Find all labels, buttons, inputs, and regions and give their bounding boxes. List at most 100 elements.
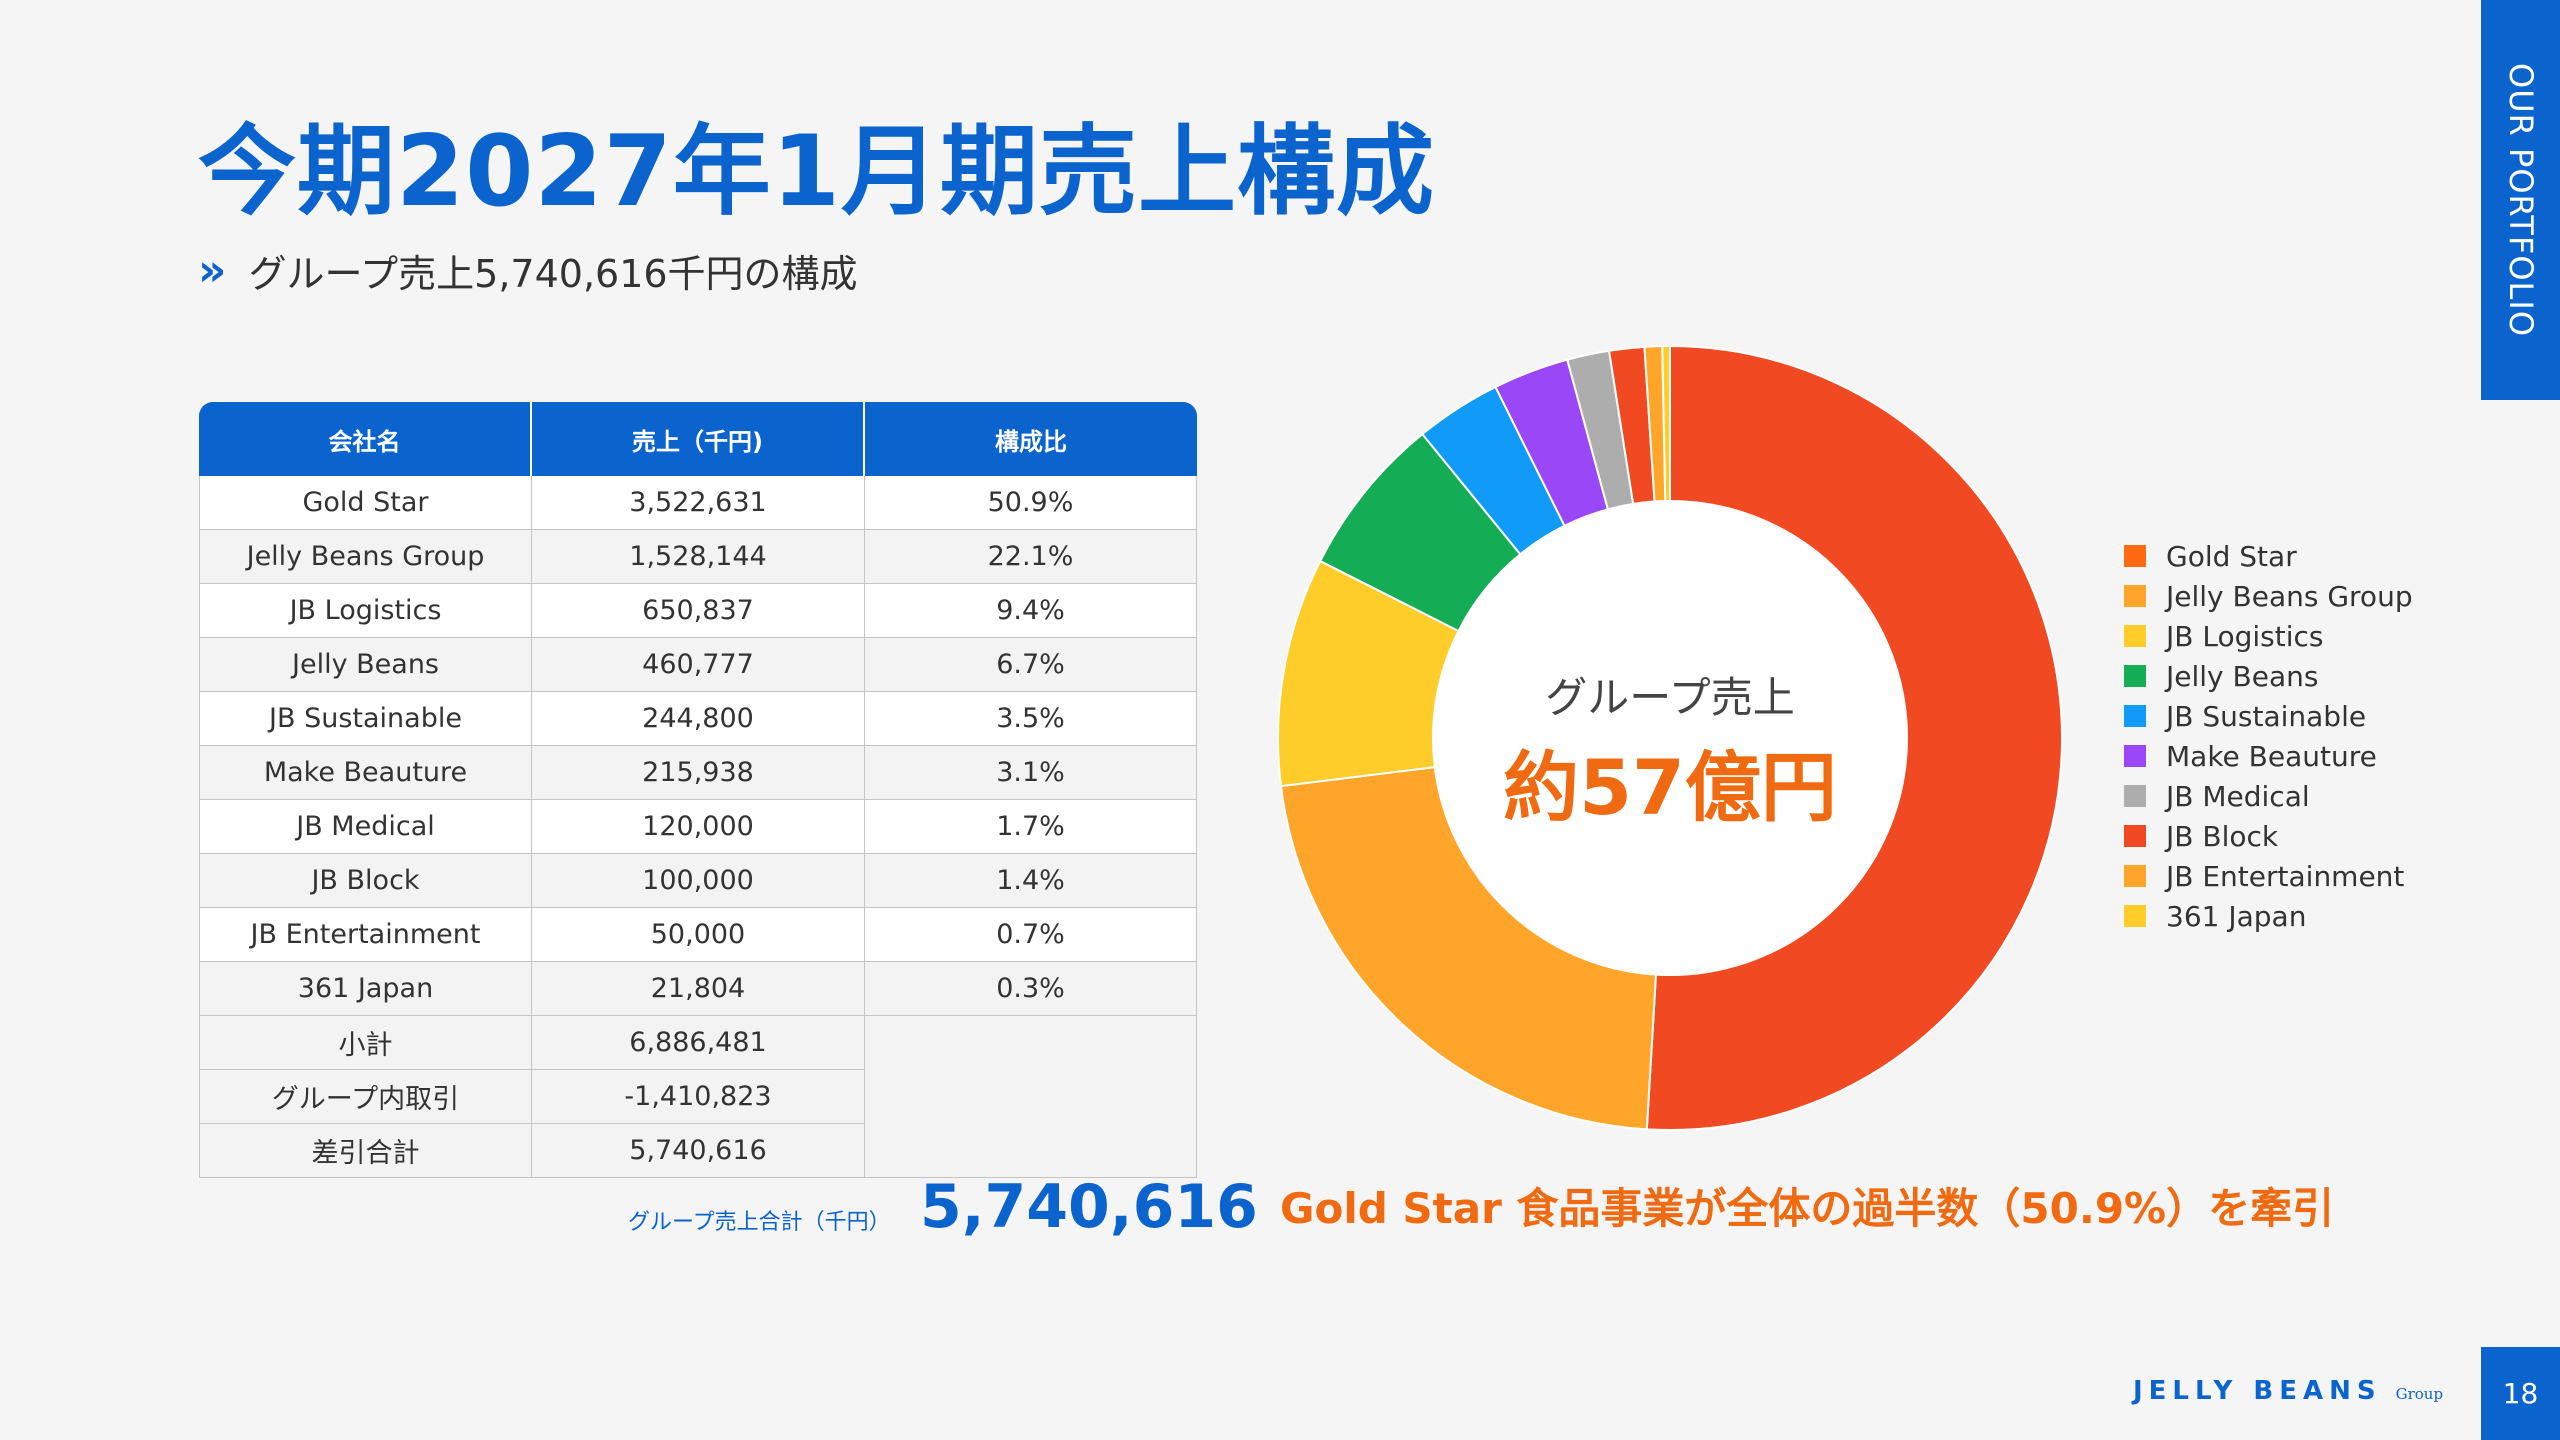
group-total-value: 5,740,616 bbox=[920, 1172, 1258, 1242]
legend-item: Gold Star bbox=[2124, 536, 2413, 576]
company-cell: Jelly Beans bbox=[199, 638, 532, 692]
legend-label: Make Beauture bbox=[2166, 739, 2377, 773]
header-sales: 売上（千円) bbox=[532, 402, 865, 476]
company-cell: 361 Japan bbox=[199, 962, 532, 1016]
ratio-cell: 1.4% bbox=[865, 854, 1197, 908]
legend-item: JB Medical bbox=[2124, 776, 2413, 816]
summary-value: -1,410,823 bbox=[532, 1070, 865, 1124]
legend-swatch bbox=[2124, 865, 2146, 887]
sales-cell: 21,804 bbox=[532, 962, 865, 1016]
legend-item: Jelly Beans bbox=[2124, 656, 2413, 696]
company-logo: JELLY BEANS Group bbox=[2133, 1376, 2443, 1406]
legend-label: Jelly Beans bbox=[2166, 659, 2319, 693]
summary-label: グループ内取引 bbox=[199, 1070, 532, 1124]
ratio-cell: 22.1% bbox=[865, 530, 1197, 584]
sales-cell: 1,528,144 bbox=[532, 530, 865, 584]
header-ratio: 構成比 bbox=[865, 402, 1197, 476]
legend-item: 361 Japan bbox=[2124, 896, 2413, 936]
highlight-note: Gold Star 食品事業が全体の過半数（50.9%）を牽引 bbox=[1280, 1184, 2335, 1233]
sales-cell: 650,837 bbox=[532, 584, 865, 638]
legend-item: JB Logistics bbox=[2124, 616, 2413, 656]
company-cell: Make Beauture bbox=[199, 746, 532, 800]
ratio-cell: 3.1% bbox=[865, 746, 1197, 800]
table-header-row: 会社名 売上（千円) 構成比 bbox=[199, 402, 1197, 476]
table-row: Make Beauture 215,938 3.1% bbox=[199, 746, 1197, 800]
legend-swatch bbox=[2124, 705, 2146, 727]
ratio-cell: 50.9% bbox=[865, 476, 1197, 530]
summary-label: 小計 bbox=[199, 1016, 532, 1070]
legend-swatch bbox=[2124, 625, 2146, 647]
table-row: JB Medical 120,000 1.7% bbox=[199, 800, 1197, 854]
summary-value: 6,886,481 bbox=[532, 1016, 865, 1070]
sales-cell: 3,522,631 bbox=[532, 476, 865, 530]
table-row: JB Entertainment 50,000 0.7% bbox=[199, 908, 1197, 962]
table-row: JB Logistics 650,837 9.4% bbox=[199, 584, 1197, 638]
sales-cell: 460,777 bbox=[532, 638, 865, 692]
table-row: Gold Star 3,522,631 50.9% bbox=[199, 476, 1197, 530]
table-row: 361 Japan 21,804 0.3% bbox=[199, 962, 1197, 1016]
company-cell: JB Block bbox=[199, 854, 532, 908]
legend-item: Jelly Beans Group bbox=[2124, 576, 2413, 616]
ratio-cell: 0.3% bbox=[865, 962, 1197, 1016]
section-tab: OUR PORTFOLIO bbox=[2481, 0, 2560, 400]
group-total-label: グループ売上合計（千円） bbox=[628, 1210, 891, 1235]
ratio-cell: 1.7% bbox=[865, 800, 1197, 854]
sales-table: 会社名 売上（千円) 構成比 Gold Star 3,522,631 50.9%… bbox=[199, 402, 1197, 1178]
company-cell: JB Medical bbox=[199, 800, 532, 854]
table-row: Jelly Beans Group 1,528,144 22.1% bbox=[199, 530, 1197, 584]
subtitle: » グループ売上5,740,616千円の構成 bbox=[198, 243, 858, 298]
summary-row-intragroup: グループ内取引 -1,410,823 bbox=[199, 1070, 1197, 1124]
company-cell: JB Sustainable bbox=[199, 692, 532, 746]
legend-label: Jelly Beans Group bbox=[2166, 579, 2413, 613]
chart-legend: Gold Star Jelly Beans Group JB Logistics Je… bbox=[2124, 536, 2413, 936]
legend-item: Make Beauture bbox=[2124, 736, 2413, 776]
legend-label: JB Block bbox=[2166, 819, 2279, 853]
legend-label: JB Medical bbox=[2166, 779, 2310, 813]
summary-value: 5,740,616 bbox=[532, 1124, 865, 1178]
legend-item: JB Block bbox=[2124, 816, 2413, 856]
legend-swatch bbox=[2124, 745, 2146, 767]
logo-sub: Group bbox=[2395, 1385, 2444, 1403]
legend-swatch bbox=[2124, 905, 2146, 927]
sales-cell: 100,000 bbox=[532, 854, 865, 908]
sales-cell: 244,800 bbox=[532, 692, 865, 746]
table-row: JB Block 100,000 1.4% bbox=[199, 854, 1197, 908]
donut-center-label: グループ売上 bbox=[1545, 673, 1795, 722]
legend-swatch bbox=[2124, 665, 2146, 687]
legend-swatch bbox=[2124, 585, 2146, 607]
ratio-cell: 3.5% bbox=[865, 692, 1197, 746]
legend-swatch bbox=[2124, 785, 2146, 807]
donut-center-value: 約57億円 bbox=[1503, 743, 1837, 832]
company-cell: JB Logistics bbox=[199, 584, 532, 638]
legend-swatch bbox=[2124, 545, 2146, 567]
double-chevron-right-icon: » bbox=[198, 245, 227, 296]
legend-label: 361 Japan bbox=[2166, 899, 2307, 933]
legend-label: JB Entertainment bbox=[2166, 859, 2405, 893]
legend-swatch bbox=[2124, 825, 2146, 847]
summary-blank-cell bbox=[865, 1016, 1197, 1178]
page-number: 18 bbox=[2481, 1347, 2560, 1440]
subtitle-text: グループ売上5,740,616千円の構成 bbox=[248, 252, 858, 296]
sales-cell: 120,000 bbox=[532, 800, 865, 854]
donut-hole bbox=[1433, 501, 1907, 975]
company-cell: Jelly Beans Group bbox=[199, 530, 532, 584]
table-row: JB Sustainable 244,800 3.5% bbox=[199, 692, 1197, 746]
legend-item: JB Sustainable bbox=[2124, 696, 2413, 736]
legend-item: JB Entertainment bbox=[2124, 856, 2413, 896]
legend-label: Gold Star bbox=[2166, 539, 2297, 573]
ratio-cell: 9.4% bbox=[865, 584, 1197, 638]
summary-row-subtotal: 小計 6,886,481 bbox=[199, 1016, 1197, 1178]
company-cell: Gold Star bbox=[199, 476, 532, 530]
page-title: 今期2027年1月期売上構成 bbox=[198, 115, 1435, 229]
summary-label: 差引合計 bbox=[199, 1124, 532, 1178]
logo-text: JELLY BEANS bbox=[2133, 1376, 2382, 1406]
header-company: 会社名 bbox=[199, 402, 532, 476]
ratio-cell: 6.7% bbox=[865, 638, 1197, 692]
table-row: Jelly Beans 460,777 6.7% bbox=[199, 638, 1197, 692]
legend-label: JB Sustainable bbox=[2166, 699, 2367, 733]
legend-label: JB Logistics bbox=[2166, 619, 2324, 653]
company-cell: JB Entertainment bbox=[199, 908, 532, 962]
sales-cell: 50,000 bbox=[532, 908, 865, 962]
ratio-cell: 0.7% bbox=[865, 908, 1197, 962]
